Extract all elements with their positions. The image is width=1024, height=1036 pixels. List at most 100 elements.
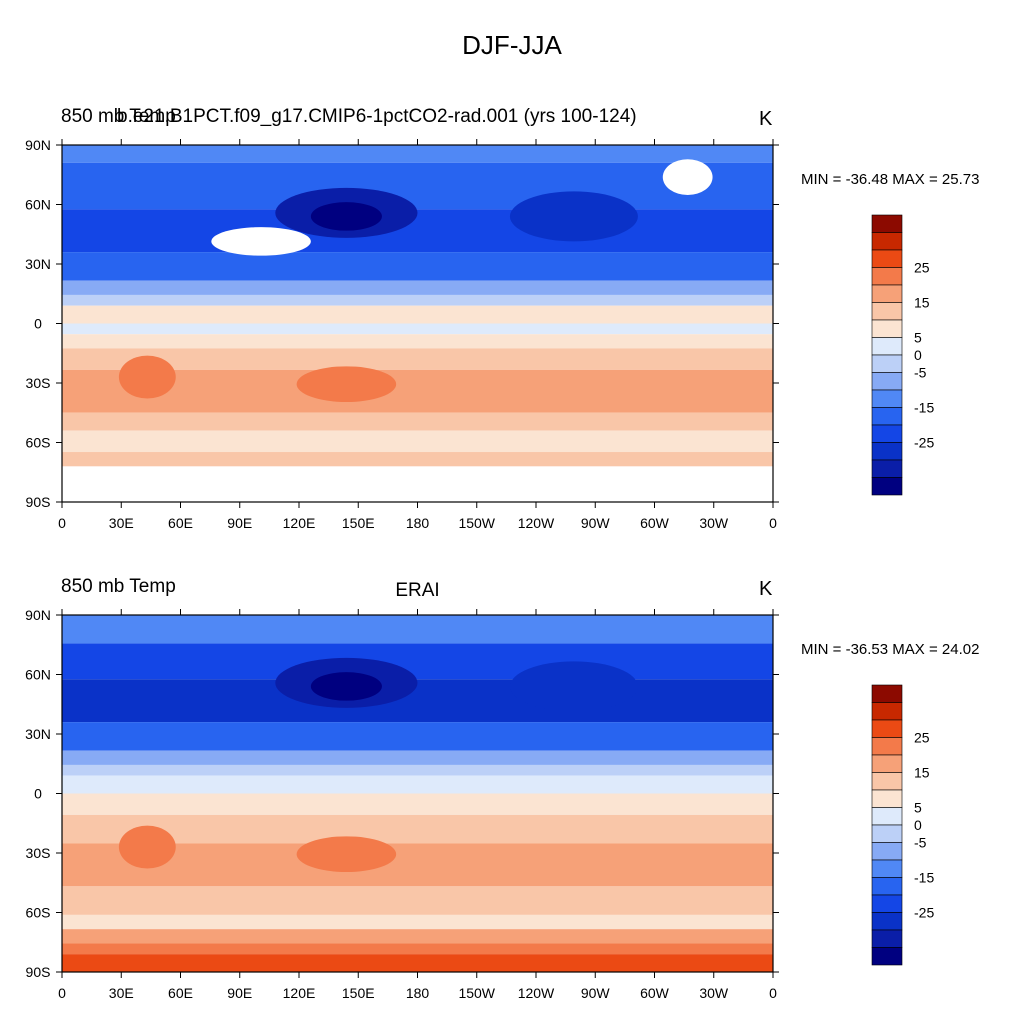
map-band: [62, 943, 773, 955]
map-band: [62, 929, 773, 944]
x-tick-label: 120E: [283, 985, 316, 1001]
map-band: [62, 294, 773, 306]
colorbar-swatch: [871, 947, 903, 966]
colorbar-swatch: [871, 702, 903, 721]
y-tick-label: 0: [34, 786, 42, 802]
colorbar-label: -25: [914, 435, 934, 451]
colorbar-swatch: [871, 267, 903, 286]
colorbar-swatch: [871, 337, 903, 356]
panel-units-label: K: [759, 108, 773, 130]
map-contour-region: [310, 202, 382, 231]
colorbar-swatch: [871, 929, 903, 948]
x-tick-label: 90W: [581, 985, 611, 1001]
map-contour-region: [296, 366, 397, 403]
colorbar-swatch: [871, 824, 903, 843]
map-band: [62, 323, 773, 335]
y-tick-label: 60N: [25, 197, 51, 213]
missing-data-region: [662, 159, 713, 195]
map-band: [62, 954, 773, 972]
colorbar-swatch: [871, 214, 903, 233]
map-band: [62, 679, 773, 723]
map-band: [62, 793, 773, 815]
colorbar-label: -25: [914, 905, 934, 921]
colorbar-swatch: [871, 407, 903, 426]
colorbar: 25 15 50 -5 -15 -25: [871, 684, 934, 966]
x-tick-label: 150W: [458, 985, 495, 1001]
panel-model: 850 mb Temp b.e21.B1PCT.f09_g17.CMIP6-1p…: [0, 96, 1024, 566]
colorbar-swatch: [871, 807, 903, 826]
panel-erai: 850 mb Temp ERAI K 0 30E 60E 90E 120E 150E 180…: [0, 566, 1024, 1036]
map-contour-region: [296, 836, 397, 873]
colorbar-swatch: [871, 737, 903, 756]
x-tick-label: 90E: [227, 515, 252, 531]
map-plot-model: 0 30E 60E 90E 120E 150E 180 150W 120W 90W 60W 30W 09…: [25, 137, 779, 531]
map-band: [62, 452, 773, 467]
y-tick-label: 60S: [26, 905, 51, 921]
map-band: [62, 914, 773, 930]
y-tick-label: 90S: [26, 964, 51, 980]
map-contour-region: [310, 672, 382, 701]
colorbar-swatch: [871, 842, 903, 861]
x-tick-label: 150W: [458, 515, 495, 531]
colorbar-swatch: [871, 249, 903, 268]
map-band: [62, 722, 773, 751]
colorbar-label: 15: [914, 765, 930, 781]
y-tick-label: 90N: [25, 137, 51, 153]
panel-left-label: 850 mb Temp: [61, 576, 176, 597]
x-tick-label: 30E: [109, 515, 134, 531]
colorbar-label: 0: [914, 347, 922, 363]
x-tick-label: 0: [58, 985, 66, 1001]
colorbar-label: 25: [914, 730, 930, 746]
y-tick-label: 60S: [26, 435, 51, 451]
colorbar-swatch: [871, 459, 903, 478]
x-tick-label: 180: [406, 985, 430, 1001]
map-band: [62, 162, 773, 210]
x-tick-label: 30W: [699, 515, 729, 531]
colorbar-label: 5: [914, 330, 922, 346]
colorbar-swatch: [871, 877, 903, 896]
map-band: [62, 750, 773, 765]
colorbar: 25 15 50 -5 -15 -25: [871, 214, 934, 496]
panel-center-label: b.e21.B1PCT.f09_g17.CMIP6-1pctCO2-rad.00…: [117, 106, 637, 127]
map-band: [62, 843, 773, 887]
map-band: [62, 775, 773, 794]
y-tick-label: 30S: [26, 845, 51, 861]
map-contour-region: [509, 661, 638, 712]
figure-title: DJF-JJA: [462, 30, 562, 60]
missing-data-region: [62, 466, 773, 502]
missing-data-region: [211, 227, 311, 256]
map-band: [62, 412, 773, 431]
colorbar-swatch: [871, 894, 903, 913]
x-tick-label: 30W: [699, 985, 729, 1001]
colorbar-swatch: [871, 684, 903, 703]
map-band: [62, 305, 773, 324]
colorbar-swatch: [871, 912, 903, 931]
map-band: [62, 615, 773, 644]
colorbar-swatch: [871, 754, 903, 773]
x-tick-label: 90E: [227, 985, 252, 1001]
colorbar-label: 0: [914, 817, 922, 833]
y-tick-label: 0: [34, 316, 42, 332]
y-tick-label: 30S: [26, 375, 51, 391]
panel-center-label: ERAI: [395, 580, 440, 601]
colorbar-swatch: [871, 442, 903, 461]
colorbar-label: -5: [914, 835, 927, 851]
colorbar-swatch: [871, 859, 903, 878]
x-tick-label: 60E: [168, 515, 193, 531]
colorbar-label: 5: [914, 800, 922, 816]
y-tick-label: 30N: [25, 256, 51, 272]
colorbar-swatch: [871, 232, 903, 251]
x-tick-label: 120W: [518, 985, 555, 1001]
colorbar-swatch: [871, 789, 903, 808]
minmax-label: MIN = -36.53 MAX = 24.02: [801, 641, 980, 658]
x-tick-label: 0: [769, 985, 777, 1001]
colorbar-swatch: [871, 372, 903, 391]
map-band: [62, 764, 773, 776]
colorbar-swatch: [871, 719, 903, 738]
colorbar-label: 25: [914, 260, 930, 276]
map-band: [62, 209, 773, 253]
map-band: [62, 334, 773, 349]
y-tick-label: 60N: [25, 667, 51, 683]
panel-left-label: 850 mb Temp: [61, 106, 176, 127]
map-field: [62, 145, 773, 502]
